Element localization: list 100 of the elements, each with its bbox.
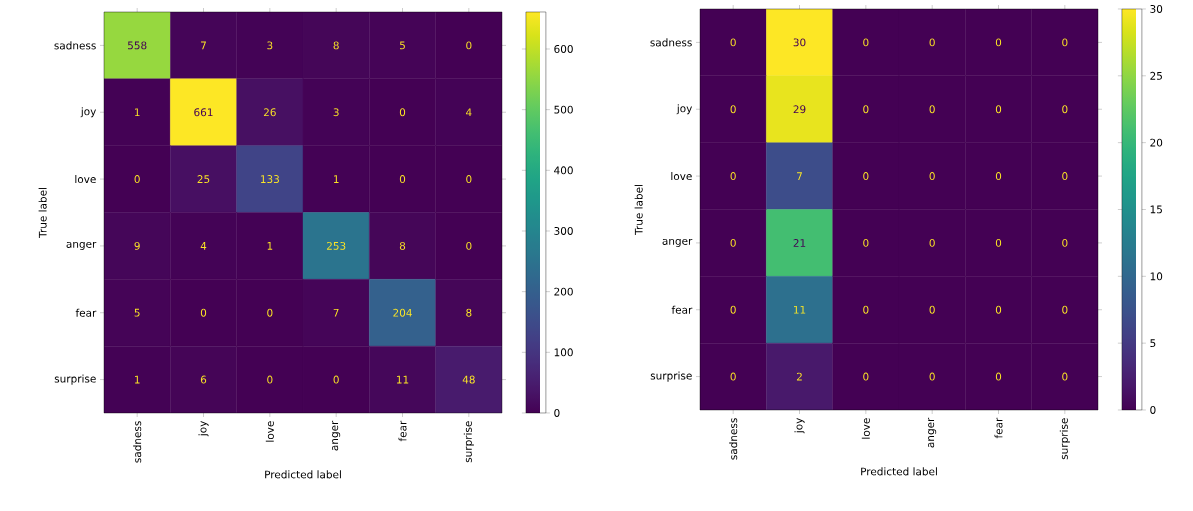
y-tick-label: sadness	[650, 38, 692, 47]
data-label: 0	[995, 172, 1002, 181]
y-tick-label: joy	[80, 107, 97, 118]
data-label: 6	[200, 375, 207, 384]
y-tick-label: love	[671, 172, 692, 181]
color-bar-label: 15	[1150, 205, 1162, 214]
data-label: 48	[462, 375, 475, 384]
data-label: 0	[929, 105, 935, 114]
x-tick-label: fear	[994, 417, 1003, 439]
data-label: 0	[995, 105, 1002, 114]
data-label: 0	[730, 38, 736, 47]
data-label: 8	[466, 308, 472, 317]
data-label: 558	[128, 41, 147, 50]
y-tick-label: love	[75, 175, 96, 184]
data-label: 1	[134, 375, 140, 384]
y-tick-label: surprise	[650, 371, 692, 382]
data-label: 0	[1062, 305, 1068, 314]
data-label: 0	[200, 308, 207, 317]
data-label: 0	[730, 172, 736, 181]
data-label: 0	[1062, 238, 1068, 247]
color-bar-label: 5	[1150, 339, 1156, 348]
data-label: 8	[399, 241, 406, 250]
color-bar-label: 500	[554, 105, 573, 114]
y-axis-title: True label	[38, 188, 47, 238]
data-label: 5	[399, 41, 405, 50]
y-tick-label: fear	[75, 308, 97, 317]
x-tick-label: surprise	[1059, 418, 1070, 460]
color-bar-label: 400	[554, 166, 573, 175]
data-label: 0	[929, 238, 935, 247]
data-label: 0	[1062, 372, 1068, 381]
y-axis-title: True label	[634, 185, 643, 235]
data-label: 0	[863, 238, 869, 247]
x-axis-title: Predicted label	[861, 467, 937, 476]
data-label: 0	[995, 238, 1002, 247]
data-label: 0	[1062, 105, 1068, 114]
data-label: 29	[793, 105, 806, 114]
data-label: 9	[134, 241, 140, 250]
data-label: 0	[466, 41, 472, 50]
y-tick-label: fear	[671, 305, 693, 314]
data-label: 21	[793, 239, 806, 247]
color-bar-label: 200	[554, 287, 573, 296]
data-label: 0	[929, 38, 935, 47]
data-label: 661	[194, 108, 213, 117]
data-label: 2	[796, 372, 802, 381]
data-label: 0	[730, 238, 736, 247]
data-label: 0	[863, 105, 869, 114]
x-tick-label: love	[861, 418, 870, 439]
data-label: 0	[995, 305, 1002, 314]
data-label: 133	[261, 175, 279, 184]
data-label: 3	[333, 108, 339, 117]
data-label: 0	[1062, 38, 1068, 47]
data-label: 0	[399, 175, 406, 184]
x-tick-label: fear	[398, 420, 407, 442]
data-label: 0	[730, 105, 736, 114]
data-label: 25	[197, 175, 210, 184]
data-label: 30	[793, 38, 806, 47]
data-label: 204	[393, 308, 412, 317]
data-label: 0	[863, 305, 869, 314]
data-label: 0	[995, 372, 1002, 381]
data-label: 0	[929, 305, 935, 314]
data-label: 0	[929, 172, 935, 181]
data-label: 3	[267, 41, 273, 50]
data-label: 0	[863, 38, 869, 47]
color-bar-label: 300	[554, 227, 573, 235]
x-tick-label: sadness	[729, 418, 738, 460]
color-bar-label: 600	[554, 45, 573, 53]
data-label: 0	[1062, 172, 1068, 181]
data-label: 8	[333, 41, 339, 50]
data-label: 0	[466, 175, 472, 184]
data-label: 0	[267, 308, 273, 317]
x-tick-label: surprise	[463, 421, 474, 463]
color-bar-label: 0	[554, 409, 560, 417]
color-bar-label: 25	[1150, 71, 1162, 80]
x-axis-title: Predicted label	[265, 470, 341, 479]
x-tick-label: anger	[928, 417, 937, 448]
data-label: 5	[134, 308, 140, 317]
data-label: 11	[397, 375, 409, 384]
data-label: 253	[326, 241, 346, 250]
color-bar-label: 30	[1150, 5, 1163, 13]
data-label: 0	[929, 372, 935, 381]
data-label: 7	[333, 308, 339, 317]
x-tick-label: joy	[794, 417, 805, 434]
data-label: 4	[200, 242, 207, 250]
data-label: 11	[794, 305, 806, 314]
x-tick-label: joy	[198, 420, 209, 437]
data-label: 4	[466, 108, 472, 117]
y-tick-label: joy	[676, 104, 693, 115]
data-label: 0	[134, 175, 140, 184]
data-label: 0	[863, 372, 869, 381]
y-tick-label: anger	[662, 238, 693, 247]
data-label: 0	[399, 108, 406, 117]
data-label: 26	[263, 108, 276, 117]
color-bar-label: 20	[1150, 138, 1163, 147]
data-label: 0	[995, 38, 1002, 47]
x-tick-label: anger	[332, 420, 341, 451]
y-tick-label: surprise	[54, 374, 96, 385]
x-tick-label: love	[265, 421, 274, 442]
data-label: 1	[333, 175, 339, 183]
y-tick-label: sadness	[54, 41, 96, 50]
y-tick-label: anger	[66, 241, 97, 250]
